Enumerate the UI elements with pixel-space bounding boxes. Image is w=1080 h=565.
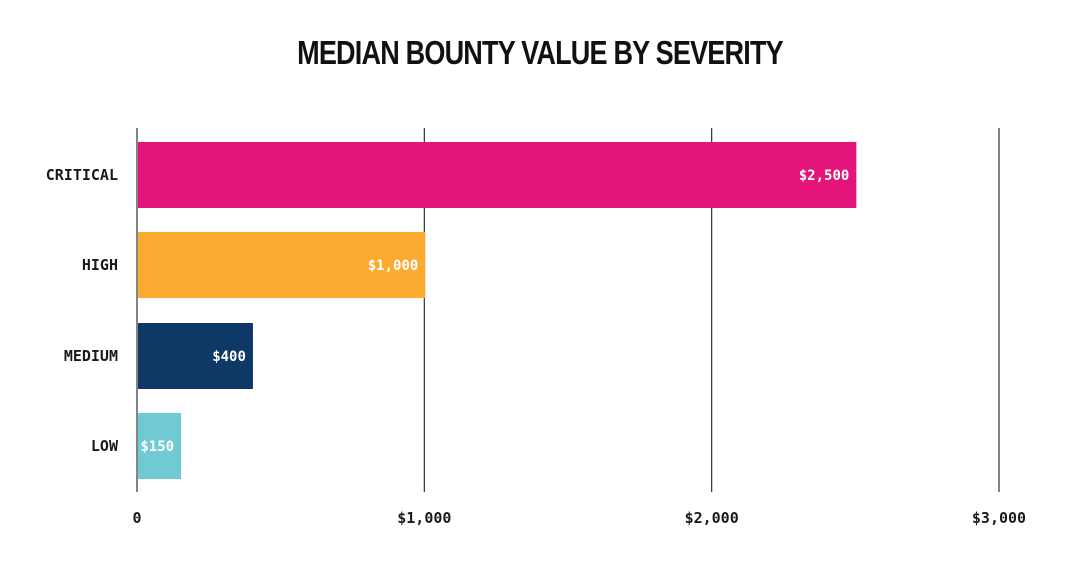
category-label-medium: MEDIUM — [64, 347, 118, 365]
data-label-high: $1,000 — [368, 258, 419, 274]
x-tick-label-0: 0 — [132, 509, 141, 527]
chart-title: MEDIAN BOUNTY VALUE BY SEVERITY — [297, 34, 784, 71]
labels: 0 $1,000 $2,000 $3,000 CRITICAL $2,500 HIGH $1,… — [46, 166, 1026, 527]
x-tick-label-3: $3,000 — [972, 509, 1026, 527]
category-label-critical: CRITICAL — [46, 166, 118, 184]
bar-low — [138, 413, 182, 479]
category-label-low: LOW — [91, 437, 119, 455]
x-tick-label-1: $1,000 — [397, 509, 451, 527]
data-label-low: $150 — [140, 439, 174, 455]
data-label-medium: $400 — [212, 349, 246, 365]
bar-high — [138, 232, 426, 298]
bars — [138, 142, 857, 479]
bar-critical — [138, 142, 857, 208]
bar-medium — [138, 323, 253, 389]
x-tick-label-2: $2,000 — [685, 509, 739, 527]
data-label-critical: $2,500 — [799, 168, 850, 184]
category-label-high: HIGH — [82, 256, 118, 274]
